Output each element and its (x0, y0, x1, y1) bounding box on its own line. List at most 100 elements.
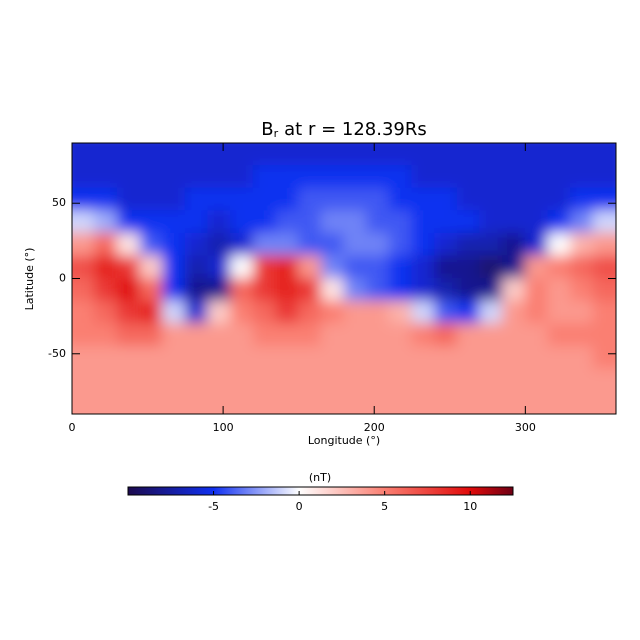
heatmap-cell (184, 390, 209, 414)
heatmap-cell (547, 323, 572, 347)
heatmap-cell (72, 232, 96, 257)
heatmap-cell (456, 210, 481, 234)
heatmap-cell (230, 300, 254, 325)
heatmap-cell (411, 345, 436, 370)
heatmap-cell (207, 323, 232, 347)
heatmap-cell (139, 187, 164, 212)
heatmap-cell (592, 390, 616, 414)
heatmap-cell (411, 255, 436, 279)
heatmap-cell (72, 368, 96, 392)
heatmap-cell (592, 345, 616, 370)
heatmap-cell (343, 323, 368, 347)
heatmap-cell (298, 143, 322, 167)
heatmap-cell (456, 390, 481, 414)
heatmap-cell (230, 390, 254, 414)
heatmap-cell (524, 210, 549, 234)
heatmap-cell (343, 210, 368, 234)
heatmap-cell (388, 165, 413, 189)
heatmap-cell (570, 165, 594, 189)
heatmap-cell (570, 390, 594, 414)
heatmap-cell (230, 368, 254, 392)
heatmap-cell (275, 210, 300, 234)
heatmap-cell (275, 368, 300, 392)
heatmap-cell (275, 165, 300, 189)
heatmap-cell (456, 187, 481, 212)
heatmap-cell (547, 187, 572, 212)
heatmap-cell (524, 255, 549, 279)
heatmap-cell (343, 255, 368, 279)
heatmap-cell (411, 143, 436, 167)
heatmap-cell (184, 368, 209, 392)
heatmap-cell (207, 210, 232, 234)
heatmap-cell (479, 210, 504, 234)
heatmap-cell (139, 278, 164, 302)
heatmap-cell (252, 323, 277, 347)
heatmap-cell (547, 255, 572, 279)
heatmap-cell (388, 345, 413, 370)
heatmap-cell (434, 390, 458, 414)
heatmap-cell (252, 143, 277, 167)
heatmap-cell (162, 143, 186, 167)
heatmap-cell (570, 210, 594, 234)
x-tick-label: 200 (364, 421, 385, 434)
heatmap-cell (479, 368, 504, 392)
heatmap-cell (116, 278, 141, 302)
heatmap-cell (139, 165, 164, 189)
heatmap-cell (252, 390, 277, 414)
heatmap-cell (94, 165, 118, 189)
heatmap-cell (547, 278, 572, 302)
heatmap-cell (252, 345, 277, 370)
heatmap-cell (434, 278, 458, 302)
heatmap-cell (184, 255, 209, 279)
heatmap-cell (184, 300, 209, 325)
heatmap-cell (411, 187, 436, 212)
heatmap-cell (162, 210, 186, 234)
heatmap-cell (456, 345, 481, 370)
heatmap-cell (298, 390, 322, 414)
heatmap-cell (592, 300, 616, 325)
heatmap-cell (343, 232, 368, 257)
heatmap-cell (456, 300, 481, 325)
heatmap-cell (207, 278, 232, 302)
heatmap-cell (343, 300, 368, 325)
heatmap-cell (502, 165, 526, 189)
heatmap-cell (162, 165, 186, 189)
heatmap-cell (320, 143, 345, 167)
heatmap-cell (434, 300, 458, 325)
heatmap-cell (116, 368, 141, 392)
heatmap-cell (343, 165, 368, 189)
heatmap-cell (207, 187, 232, 212)
heatmap-cell (502, 187, 526, 212)
heatmap-cell (230, 232, 254, 257)
heatmap-cell (434, 187, 458, 212)
heatmap-cell (298, 368, 322, 392)
heatmap-cell (366, 255, 390, 279)
heatmap-cell (570, 143, 594, 167)
heatmap-cell (456, 278, 481, 302)
heatmap-cell (72, 390, 96, 414)
heatmap-cell (116, 232, 141, 257)
heatmap-cell (94, 232, 118, 257)
heatmap-cell (275, 278, 300, 302)
heatmap-cell (72, 210, 96, 234)
heatmap (72, 143, 616, 414)
heatmap-cell (320, 368, 345, 392)
heatmap-cell (94, 368, 118, 392)
heatmap-cell (570, 323, 594, 347)
colorbar-tick-label: 0 (296, 500, 303, 513)
heatmap-cell (456, 165, 481, 189)
heatmap-cell (230, 165, 254, 189)
chart-title: Br at r = 128.39Rs (261, 119, 427, 140)
heatmap-cell (320, 345, 345, 370)
heatmap-cell (411, 390, 436, 414)
heatmap-cell (207, 300, 232, 325)
heatmap-cell (230, 143, 254, 167)
heatmap-cell (366, 165, 390, 189)
heatmap-cell (479, 255, 504, 279)
heatmap-cell (320, 232, 345, 257)
heatmap-cell (275, 232, 300, 257)
heatmap-cell (162, 390, 186, 414)
heatmap-cell (456, 255, 481, 279)
heatmap-cell (162, 187, 186, 212)
